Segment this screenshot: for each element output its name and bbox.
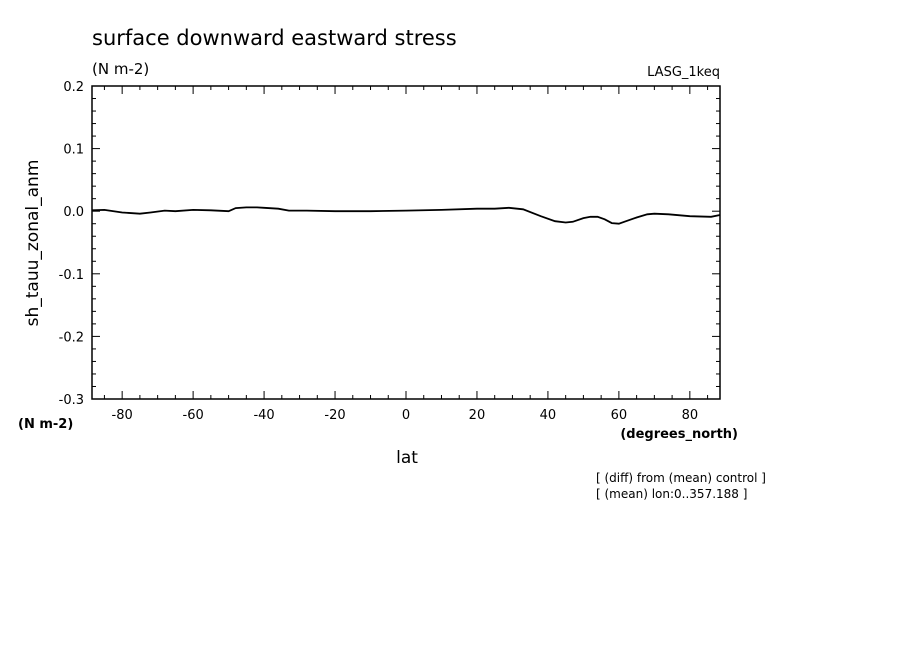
x-tick-label: -60 bbox=[183, 408, 204, 423]
y-tick-label: -0.1 bbox=[59, 268, 84, 283]
y-tick-label: -0.3 bbox=[59, 393, 84, 408]
x-tick-label: 40 bbox=[540, 408, 557, 423]
chart-subtitle: (N m-2) bbox=[92, 60, 149, 78]
data-line bbox=[91, 206, 721, 225]
x-axis-label: lat bbox=[396, 448, 418, 468]
y-tick-label: -0.2 bbox=[59, 330, 84, 345]
x-axis-units: (degrees_north) bbox=[620, 427, 738, 442]
y-axis-label: sh_tauu_zonal_anm bbox=[23, 160, 43, 327]
x-tick-label: 80 bbox=[682, 408, 699, 423]
axis-ticks bbox=[92, 85, 720, 400]
x-tick-label: -20 bbox=[324, 408, 345, 423]
dataset-label: LASG_1keq bbox=[647, 65, 720, 80]
x-tick-label: 0 bbox=[402, 408, 410, 423]
note-diff: [ (diff) from (mean) control ] bbox=[596, 471, 766, 485]
x-tick-label: -40 bbox=[253, 408, 274, 423]
y-axis-units: (N m-2) bbox=[18, 417, 73, 432]
plot-frame bbox=[91, 85, 721, 400]
chart-title: surface downward eastward stress bbox=[92, 26, 457, 50]
y-tick-label: 0.2 bbox=[63, 80, 84, 95]
y-tick-label: 0.1 bbox=[63, 143, 84, 158]
y-tick-label: 0.0 bbox=[63, 205, 84, 220]
x-tick-label: 60 bbox=[611, 408, 628, 423]
x-tick-labels: -80 -60 -40 -20 0 20 40 60 80 bbox=[112, 408, 699, 423]
note-mean: [ (mean) lon:0..357.188 ] bbox=[596, 487, 747, 501]
x-tick-label: 20 bbox=[469, 408, 486, 423]
y-tick-labels: -0.3 -0.2 -0.1 0.0 0.1 0.2 bbox=[59, 80, 84, 408]
x-tick-label: -80 bbox=[112, 408, 133, 423]
